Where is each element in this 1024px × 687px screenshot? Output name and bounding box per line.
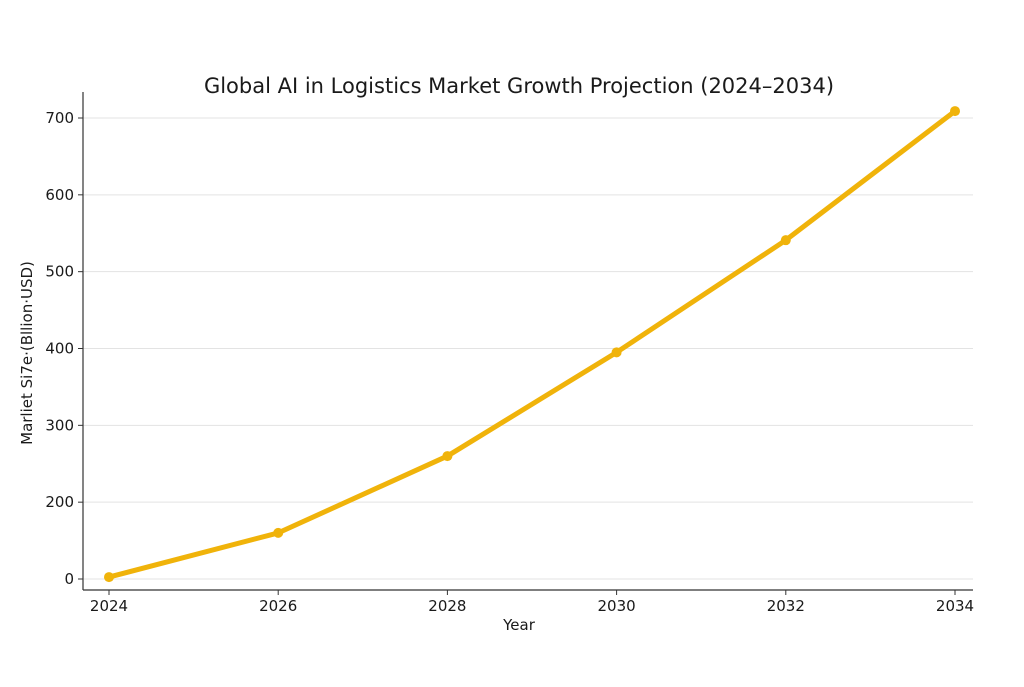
series-line: [106, 108, 958, 580]
data-point-2034: [950, 106, 960, 117]
data-point-2026: [273, 527, 284, 538]
y-tick-label: 400: [45, 340, 74, 358]
x-tick-label: 2024: [90, 597, 128, 615]
y-tick-label: 600: [45, 186, 74, 204]
y-axis-label: Marliet Si7e·(Bllion·USD): [18, 261, 36, 445]
y-tick-label: 300: [45, 416, 74, 434]
data-point-2024: [104, 572, 114, 583]
y-tick-label: 500: [45, 263, 74, 281]
x-tick-label: 2028: [428, 597, 466, 615]
x-tick-label: 2026: [259, 597, 297, 615]
chart-title: Global AI in Logistics Market Growth Pro…: [204, 74, 834, 98]
x-tick-label: 2030: [598, 597, 636, 615]
x-tick-label: 2032: [767, 597, 805, 615]
x-axis-label: Year: [502, 616, 536, 634]
y-tick-label: 200: [45, 493, 74, 511]
x-tick-label: 2034: [936, 597, 974, 615]
data-point-2030: [611, 347, 622, 358]
data-point-2028: [442, 451, 453, 462]
data-point-2032: [780, 235, 791, 246]
y-tick-label: 700: [45, 109, 74, 127]
y-tick-label: 0: [64, 570, 74, 588]
